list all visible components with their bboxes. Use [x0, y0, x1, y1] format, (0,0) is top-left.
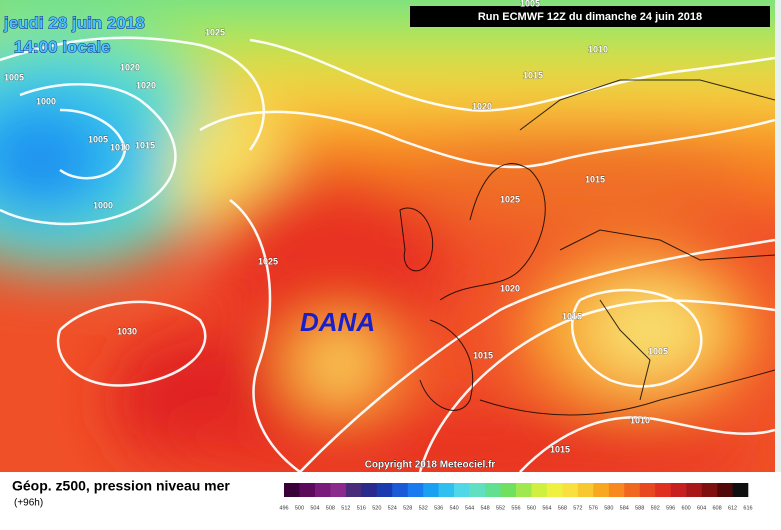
legend-swatch	[717, 483, 733, 497]
isobar-label: 1015	[135, 140, 155, 150]
map-edge	[775, 0, 781, 472]
isobar-label: 1025	[500, 194, 520, 204]
isobar-label: 1015	[523, 70, 543, 80]
map	[0, 0, 775, 472]
legend-label: 600	[682, 505, 691, 511]
legend-label: 536	[434, 505, 443, 511]
legend-label: 504	[310, 505, 319, 511]
legend-label: 592	[651, 505, 660, 511]
legend-swatch	[670, 483, 687, 497]
isobar-label: 1020	[500, 283, 520, 293]
isobar-label: 1025	[205, 27, 225, 37]
legend-swatch	[655, 483, 671, 497]
lead-time: (+96h)	[14, 498, 43, 509]
legend-label: 564	[542, 505, 551, 511]
isobar-label: 1015	[550, 444, 570, 454]
isobar-label: 1020	[136, 80, 156, 90]
legend-swatch	[469, 483, 486, 497]
legend-label: 540	[450, 505, 459, 511]
legend-label: 532	[419, 505, 428, 511]
isobar-label: 1010	[588, 44, 608, 54]
isobar-label: 1015	[562, 311, 582, 321]
legend-label: 568	[558, 505, 567, 511]
legend-swatch	[516, 483, 532, 497]
legend-swatch	[299, 483, 316, 497]
legend-label: 516	[357, 505, 366, 511]
isobar-label: 1020	[472, 101, 492, 111]
legend-swatch	[546, 483, 563, 497]
legend-swatch	[438, 483, 455, 497]
isobar-label: 1005	[4, 72, 24, 82]
legend-swatch	[376, 483, 393, 497]
legend-swatch	[686, 483, 702, 497]
legend-label: 524	[388, 505, 397, 511]
legend-label: 548	[480, 505, 489, 511]
legend-label: 528	[403, 505, 412, 511]
isobar-label: 1015	[585, 174, 605, 184]
legend-label: 584	[620, 505, 629, 511]
legend-swatch	[732, 483, 749, 497]
isobar-label: 1000	[36, 96, 56, 106]
isobar-label: 1025	[258, 256, 278, 266]
legend-swatch	[639, 483, 656, 497]
copyright: Copyright 2018 Meteociel.fr	[365, 460, 496, 471]
legend-swatch	[330, 483, 347, 497]
legend-swatch	[314, 483, 331, 497]
legend-swatch	[345, 483, 362, 497]
legend-label: 556	[511, 505, 520, 511]
legend-label: 560	[527, 505, 536, 511]
legend-swatch	[361, 483, 378, 497]
legend-swatch	[485, 483, 501, 497]
legend-label: 544	[465, 505, 474, 511]
isobar-label: 1010	[110, 142, 130, 152]
isobars	[0, 36, 775, 472]
legend-label: 520	[372, 505, 381, 511]
legend-label: 500	[295, 505, 304, 511]
legend-swatch	[284, 483, 300, 497]
legend-swatch	[701, 483, 718, 497]
legend-label: 552	[496, 505, 505, 511]
legend-swatch	[562, 483, 579, 497]
legend-swatch	[624, 483, 641, 497]
legend-label: 512	[341, 505, 350, 511]
time-title: 14:00 locale	[14, 37, 110, 56]
legend-label: 572	[573, 505, 582, 511]
run-label: Run ECMWF 12Z du dimanche 24 juin 2018	[478, 11, 702, 23]
legend-swatch	[500, 483, 517, 497]
footer-title: Géop. z500, pression niveau mer	[12, 478, 230, 494]
isobar-label: 1030	[117, 326, 137, 336]
legend-swatch	[531, 483, 548, 497]
isobar-label: 1015	[473, 350, 493, 360]
legend-label: 612	[728, 505, 737, 511]
isobar-label: 1005	[520, 0, 540, 8]
isobar-label: 1020	[120, 62, 140, 72]
isobar-label: 1005	[648, 346, 668, 356]
legend-swatch	[454, 483, 470, 497]
legend-label: 580	[604, 505, 613, 511]
isobar-label: 1000	[93, 200, 113, 210]
legend-swatch	[392, 483, 409, 497]
legend-swatch	[423, 483, 439, 497]
dana-annotation: DANA	[300, 307, 375, 337]
legend-swatch	[608, 483, 625, 497]
legend-label: 576	[589, 505, 598, 511]
legend-label: 604	[697, 505, 706, 511]
legend-label: 596	[666, 505, 675, 511]
run-box	[410, 6, 770, 27]
date-title: jeudi 28 juin 2018	[3, 13, 145, 32]
isobar-label: 1005	[88, 134, 108, 144]
legend-label: 508	[326, 505, 335, 511]
isobar-label: 1010	[630, 415, 650, 425]
legend-label: 496	[279, 505, 288, 511]
legend-swatch	[407, 483, 424, 497]
legend-label: 616	[743, 505, 752, 511]
legend-label: 608	[712, 505, 721, 511]
legend-swatch	[577, 483, 594, 497]
coastlines	[399, 79, 775, 416]
legend-swatch	[593, 483, 610, 497]
legend-label: 588	[635, 505, 644, 511]
footer-panel	[0, 472, 781, 525]
